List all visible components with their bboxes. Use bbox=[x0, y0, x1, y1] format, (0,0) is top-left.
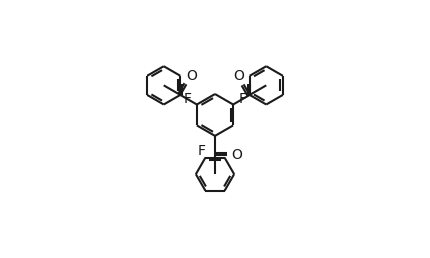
Text: F: F bbox=[239, 92, 247, 106]
Text: O: O bbox=[186, 69, 197, 83]
Text: O: O bbox=[231, 148, 243, 162]
Text: F: F bbox=[197, 143, 206, 158]
Text: O: O bbox=[233, 69, 244, 83]
Text: F: F bbox=[183, 92, 191, 106]
